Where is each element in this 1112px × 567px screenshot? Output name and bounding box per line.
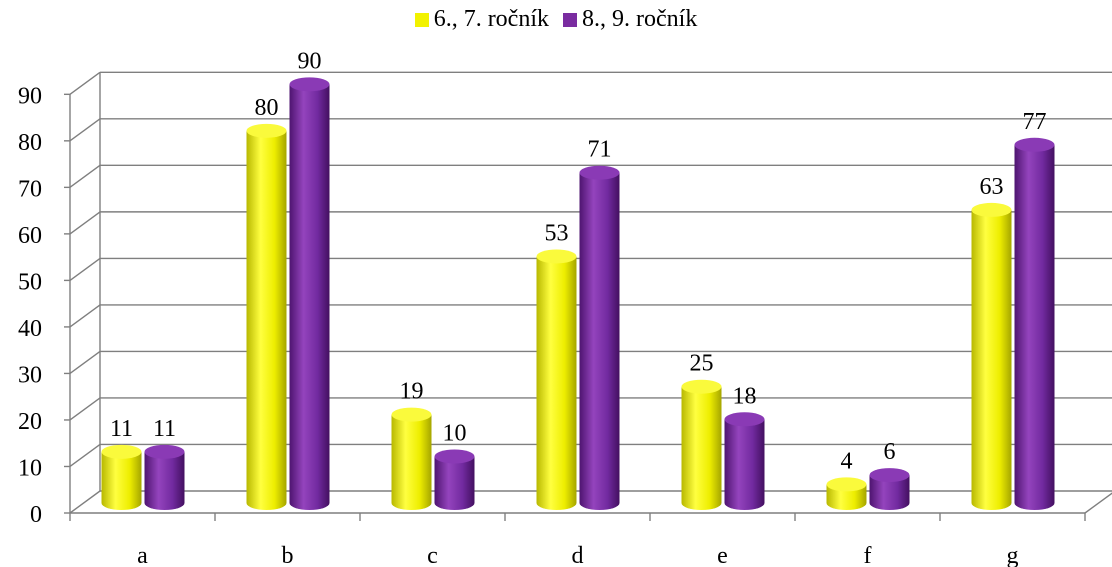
gridline-side-0 bbox=[69, 490, 101, 514]
gridline-side-80 bbox=[69, 118, 101, 142]
bar-body-a-2 bbox=[144, 451, 185, 511]
data-label-d-series-1: 53 bbox=[545, 220, 569, 246]
bar-g-series-2 bbox=[1014, 137, 1055, 511]
data-label-b-series-2: 90 bbox=[298, 48, 322, 74]
bar-body-f-1 bbox=[826, 484, 867, 511]
data-label-c-series-1: 19 bbox=[400, 379, 424, 405]
bar-c-series-2 bbox=[434, 449, 475, 511]
x-tick-label-f: f bbox=[864, 543, 872, 567]
bar-e-series-2 bbox=[724, 412, 765, 511]
x-tick-label-e: e bbox=[717, 543, 728, 567]
bar-top-g-1 bbox=[971, 202, 1012, 217]
bar-top-e-2 bbox=[724, 412, 765, 427]
bar-d-series-1 bbox=[536, 249, 577, 511]
data-label-e-series-2: 18 bbox=[733, 383, 757, 409]
y-tick-label-60: 60 bbox=[18, 223, 42, 249]
bar-top-f-2 bbox=[869, 468, 910, 483]
bar-d-series-2 bbox=[579, 165, 620, 511]
legend-swatch-series-1 bbox=[414, 12, 429, 27]
data-label-c-series-2: 10 bbox=[443, 420, 467, 446]
data-label-e-series-1: 25 bbox=[690, 351, 714, 377]
legend-label-series-2: 8., 9. ročník bbox=[582, 6, 698, 32]
bar-body-b-1 bbox=[246, 130, 287, 511]
bar-top-f-1 bbox=[826, 477, 867, 492]
gridline-side-70 bbox=[69, 164, 101, 188]
data-label-a-series-1: 11 bbox=[110, 416, 133, 442]
y-tick-label-10: 10 bbox=[18, 455, 42, 481]
bar-top-b-1 bbox=[246, 123, 287, 138]
bar-e-series-1 bbox=[681, 379, 722, 511]
y-tick-label-20: 20 bbox=[18, 409, 42, 435]
bar-c-series-1 bbox=[391, 407, 432, 511]
bar-body-g-2 bbox=[1014, 144, 1055, 511]
y-tick-label-0: 0 bbox=[30, 502, 42, 528]
legend-label-series-1: 6., 7. ročník bbox=[433, 6, 549, 32]
bar-top-a-1 bbox=[101, 444, 142, 459]
bar-body-c-2 bbox=[434, 456, 475, 511]
gridline-side-60 bbox=[69, 211, 101, 235]
bar-body-f-2 bbox=[869, 475, 910, 511]
data-label-f-series-2: 6 bbox=[884, 439, 896, 465]
gridline-side-40 bbox=[69, 304, 101, 328]
floor-right-edge bbox=[1084, 492, 1112, 514]
bar-top-g-2 bbox=[1014, 137, 1055, 152]
x-tick-label-g: g bbox=[1007, 543, 1019, 567]
y-tick-label-80: 80 bbox=[18, 130, 42, 156]
y-tick-label-30: 30 bbox=[18, 362, 42, 388]
bar-b-series-1 bbox=[246, 123, 287, 511]
bar-top-c-1 bbox=[391, 407, 432, 422]
data-label-a-series-2: 11 bbox=[153, 416, 176, 442]
y-tick-label-40: 40 bbox=[18, 316, 42, 342]
data-label-g-series-2: 77 bbox=[1023, 109, 1047, 135]
legend-item-series-1: 6., 7. ročník bbox=[414, 6, 549, 33]
bar-top-d-2 bbox=[579, 165, 620, 180]
x-tick-label-d: d bbox=[572, 543, 584, 567]
bar-f-series-2 bbox=[869, 468, 910, 511]
bar-body-g-1 bbox=[971, 209, 1012, 511]
data-label-f-series-1: 4 bbox=[841, 448, 853, 474]
gridline-side-90 bbox=[69, 71, 101, 95]
bar-top-c-2 bbox=[434, 449, 475, 464]
x-tick-label-c: c bbox=[427, 543, 438, 567]
data-label-g-series-1: 63 bbox=[980, 174, 1004, 200]
data-label-d-series-2: 71 bbox=[588, 137, 612, 163]
bar-body-e-2 bbox=[724, 419, 765, 511]
bar-body-e-1 bbox=[681, 386, 722, 511]
bar-a-series-1 bbox=[101, 444, 142, 511]
y-tick-label-70: 70 bbox=[18, 176, 42, 202]
bar-body-a-1 bbox=[101, 451, 142, 511]
legend-swatch-series-2 bbox=[563, 12, 577, 27]
label-layer: 0 10 20 30 40 50 60 70 80 90 a 11 11 b 80 90 c 19 10 d 53 71 e… bbox=[18, 48, 1047, 567]
gridline-side-50 bbox=[69, 257, 101, 281]
bar-top-d-1 bbox=[536, 249, 577, 264]
bar-body-d-2 bbox=[579, 172, 620, 511]
legend-item-series-2: 8., 9. ročník bbox=[563, 6, 697, 33]
x-tick-label-a: a bbox=[137, 543, 148, 567]
bar-b-series-2 bbox=[289, 77, 330, 511]
bar-top-e-1 bbox=[681, 379, 722, 394]
x-tick-label-b: b bbox=[282, 543, 294, 567]
bar-body-d-1 bbox=[536, 256, 577, 511]
bar-a-series-2 bbox=[144, 444, 185, 511]
bar-layer bbox=[101, 77, 1055, 511]
gridline-side-30 bbox=[69, 350, 101, 375]
bar-top-b-2 bbox=[289, 77, 330, 92]
gridline-side-10 bbox=[69, 443, 101, 468]
y-tick-label-90: 90 bbox=[18, 83, 42, 109]
axis-layer bbox=[64, 93, 1112, 521]
bar-body-c-1 bbox=[391, 414, 432, 511]
bar-f-series-1 bbox=[826, 477, 867, 511]
gridline-side-20 bbox=[69, 397, 101, 421]
bar-top-a-2 bbox=[144, 444, 185, 459]
bar-body-b-2 bbox=[289, 84, 330, 511]
chart-legend: 6., 7. ročník 8., 9. ročník bbox=[0, 6, 1112, 33]
y-tick-label-50: 50 bbox=[18, 269, 42, 295]
bar-g-series-1 bbox=[971, 202, 1012, 511]
data-label-b-series-1: 80 bbox=[255, 95, 279, 121]
